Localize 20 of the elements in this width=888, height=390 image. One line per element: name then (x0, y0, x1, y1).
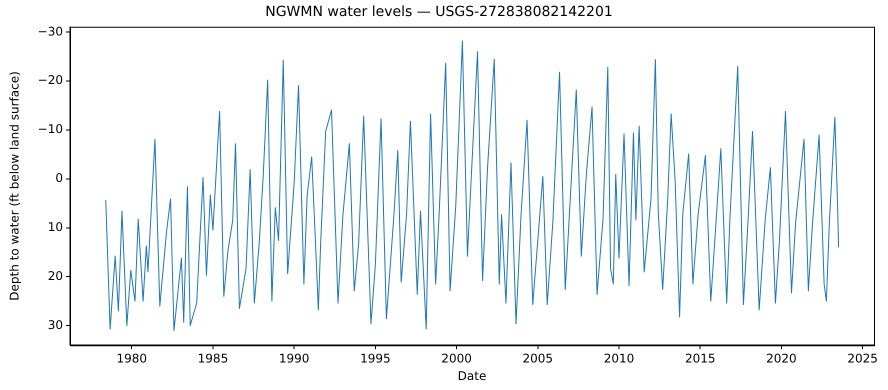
x-tick-label: 2025 (847, 352, 878, 366)
y-tick-label: −10 (38, 122, 63, 136)
x-tick-label: 2000 (441, 352, 472, 366)
y-tick-label: 20 (48, 268, 63, 283)
x-tick-label: 2020 (766, 352, 797, 366)
x-tick-label: 1995 (360, 352, 391, 366)
y-tick-label: 10 (48, 220, 63, 234)
y-tick-label: −20 (38, 73, 63, 88)
x-tick-label: 1980 (116, 352, 147, 366)
y-tick-label: −30 (38, 24, 63, 38)
x-tick-label: 2005 (522, 352, 554, 366)
x-tick-label: 2015 (684, 352, 716, 366)
x-tick-label: 2010 (604, 352, 634, 366)
chart-title: NGWMN water levels — USGS-272838082142201 (265, 4, 613, 20)
x-tick-label: 1990 (278, 352, 310, 366)
y-tick-label: 30 (48, 318, 63, 332)
x-tick-label: 1985 (198, 352, 228, 366)
x-axis-title: Date (458, 368, 486, 383)
y-tick-label: 0 (55, 171, 63, 186)
y-axis-title: Depth to water (ft below land surface) (7, 71, 22, 301)
